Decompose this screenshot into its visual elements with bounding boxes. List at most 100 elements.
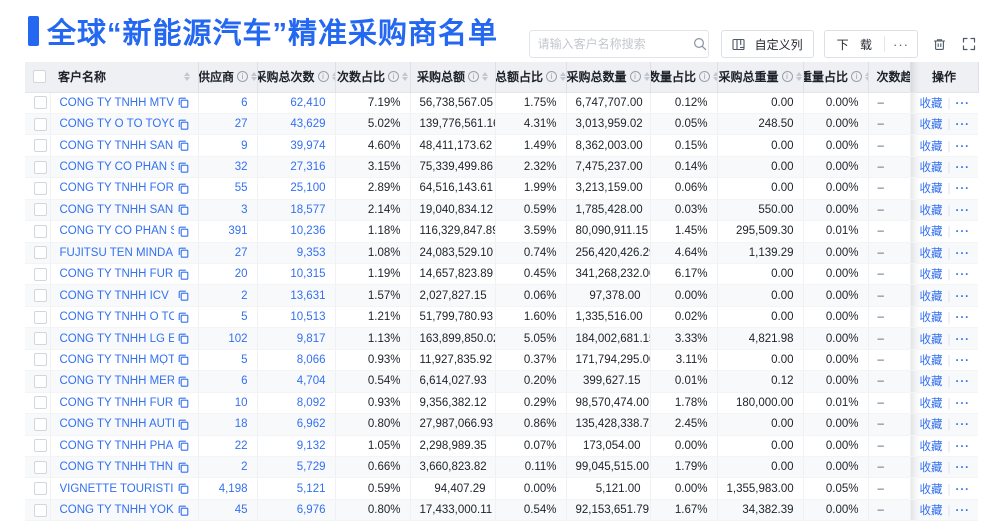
info-icon[interactable]: i	[237, 71, 249, 83]
info-icon[interactable]: i	[629, 71, 641, 83]
copy-icon[interactable]	[178, 162, 189, 173]
favorite-button[interactable]: 收藏	[919, 483, 943, 496]
sort-icon[interactable]	[331, 72, 334, 82]
column-header-total_amount[interactable]: 采购总额 i	[410, 62, 496, 93]
column-header-total_qty[interactable]: 采购总数量 i	[566, 62, 651, 93]
sort-icon[interactable]	[865, 72, 867, 82]
row-more-button[interactable]: ···	[955, 483, 970, 496]
company-name-link[interactable]: CÔNG TY TNHH FURUKAWA A...	[59, 396, 174, 409]
favorite-button[interactable]: 收藏	[919, 204, 943, 217]
row-checkbox[interactable]	[34, 332, 47, 346]
company-name-link[interactable]: VIGNETTE TOURISTIQUE G UNI...	[59, 482, 174, 495]
row-more-button[interactable]: ···	[955, 290, 970, 303]
search-box[interactable]	[528, 30, 709, 58]
favorite-button[interactable]: 收藏	[919, 183, 943, 196]
download-button[interactable]: 下 载	[836, 37, 876, 52]
sort-icon[interactable]	[560, 72, 565, 82]
company-name-link[interactable]: CÔNG TY TNHH Ô TÔ MITSUBI...	[59, 311, 174, 324]
favorite-button[interactable]: 收藏	[919, 247, 943, 260]
row-checkbox[interactable]	[34, 96, 47, 110]
company-name-link[interactable]: CÔNG TY TNHH FURUKAWA A...	[59, 268, 174, 281]
company-name-link[interactable]: CÔNG TY TNHH MỘT THÀNH V...	[59, 353, 174, 366]
row-checkbox[interactable]	[34, 503, 47, 517]
fullscreen-icon[interactable]	[960, 35, 978, 53]
company-name-link[interactable]: CÔNG TY TNHH SẢN XUẤT VÀ ...	[59, 203, 174, 216]
company-name-link[interactable]: CÔNG TY TNHH FORD VIỆT NAM	[59, 182, 174, 195]
row-checkbox[interactable]	[34, 417, 47, 431]
row-checkbox[interactable]	[34, 439, 47, 453]
row-more-button[interactable]: ···	[955, 226, 970, 239]
company-name-link[interactable]: CÔNG TY TNHH MTV SẢN XUẤ...	[59, 96, 174, 109]
sort-icon[interactable]	[183, 72, 190, 82]
copy-icon[interactable]	[178, 97, 189, 108]
copy-icon[interactable]	[178, 290, 189, 301]
favorite-button[interactable]: 收藏	[919, 354, 943, 367]
company-name-link[interactable]: CÔNG TY CỔ PHẦN SẢN XUẤT...	[59, 225, 174, 238]
row-checkbox[interactable]	[34, 160, 47, 174]
sort-icon[interactable]	[482, 72, 489, 82]
row-more-button[interactable]: ···	[955, 505, 970, 518]
info-icon[interactable]: i	[699, 71, 711, 83]
column-header-weight_pct[interactable]: 重量占比 i	[803, 62, 869, 93]
company-name-link[interactable]: CÔNG TY TNHH MERCEDES–B...	[59, 375, 174, 388]
sort-icon[interactable]	[643, 72, 649, 82]
favorite-button[interactable]: 收藏	[919, 226, 943, 239]
copy-icon[interactable]	[178, 204, 189, 216]
row-checkbox[interactable]	[34, 224, 47, 238]
row-checkbox[interactable]	[34, 396, 47, 410]
copy-icon[interactable]	[178, 140, 189, 151]
row-more-button[interactable]: ···	[955, 440, 970, 453]
row-more-button[interactable]: ···	[955, 312, 970, 325]
company-name-link[interactable]: CÔNG TY TNHH LG ELECTRON...	[59, 332, 174, 345]
copy-icon[interactable]	[178, 483, 189, 494]
copy-icon[interactable]	[178, 376, 189, 387]
row-checkbox[interactable]	[34, 181, 47, 195]
copy-icon[interactable]	[178, 419, 189, 430]
row-checkbox[interactable]	[34, 353, 47, 367]
company-name-link[interactable]: CÔNG TY TNHH YOKOWO VIỆT...	[59, 504, 174, 517]
copy-icon[interactable]	[178, 247, 189, 259]
row-checkbox[interactable]	[34, 460, 47, 474]
row-checkbox[interactable]	[34, 139, 47, 153]
company-name-link[interactable]: CÔNG TY CỔ PHẦN SẢN XUẤT...	[59, 161, 174, 174]
favorite-button[interactable]: 收藏	[919, 440, 943, 453]
row-more-button[interactable]: ···	[955, 376, 970, 389]
column-header-total_count[interactable]: 采购总次数 i	[257, 62, 336, 93]
row-more-button[interactable]: ···	[955, 119, 970, 132]
company-name-link[interactable]: CÔNG TY Ô TÔ TOYOTA VIỆT ...	[59, 118, 174, 131]
favorite-button[interactable]: 收藏	[919, 333, 943, 346]
row-more-button[interactable]: ···	[955, 162, 970, 175]
info-icon[interactable]: i	[546, 71, 558, 83]
row-more-button[interactable]: ···	[955, 140, 970, 153]
column-header-count_pct[interactable]: 次数占比 i	[335, 62, 411, 93]
row-more-button[interactable]: ···	[955, 204, 970, 217]
copy-icon[interactable]	[178, 119, 189, 130]
info-icon[interactable]: i	[468, 71, 480, 83]
copy-icon[interactable]	[178, 505, 189, 516]
copy-icon[interactable]	[178, 440, 189, 451]
copy-icon[interactable]	[178, 312, 189, 323]
favorite-button[interactable]: 收藏	[919, 419, 943, 432]
column-header-name[interactable]: 客户名称	[50, 62, 199, 93]
row-checkbox[interactable]	[34, 289, 47, 303]
column-header-qty_pct[interactable]: 数量占比 i	[650, 62, 718, 93]
favorite-button[interactable]: 收藏	[919, 97, 943, 110]
row-more-button[interactable]: ···	[955, 397, 970, 410]
row-more-button[interactable]: ···	[955, 183, 970, 196]
copy-icon[interactable]	[178, 269, 189, 280]
sort-icon[interactable]	[251, 72, 256, 82]
row-more-button[interactable]: ···	[955, 269, 970, 282]
company-name-link[interactable]: CÔNG TY TNHH THN AUTOPAR...	[59, 461, 174, 474]
company-name-link[interactable]: CÔNG TY TNHH ICV	[59, 289, 169, 302]
row-checkbox[interactable]	[34, 310, 47, 324]
copy-icon[interactable]	[178, 183, 189, 194]
favorite-button[interactable]: 收藏	[919, 397, 943, 410]
favorite-button[interactable]: 收藏	[919, 269, 943, 282]
info-icon[interactable]: i	[851, 71, 863, 83]
company-name-link[interactable]: CÔNG TY TNHH PHÂN PHỐI T...	[59, 439, 174, 452]
row-more-button[interactable]: ···	[955, 97, 970, 110]
copy-icon[interactable]	[178, 462, 189, 473]
row-more-button[interactable]: ···	[955, 333, 970, 346]
row-checkbox[interactable]	[34, 374, 47, 388]
row-checkbox[interactable]	[34, 203, 47, 217]
